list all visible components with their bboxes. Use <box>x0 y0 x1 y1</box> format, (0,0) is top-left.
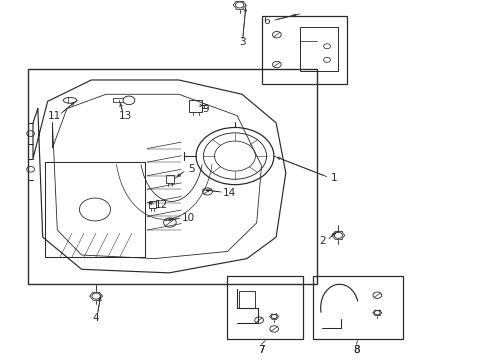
Text: 7: 7 <box>258 345 264 355</box>
Text: 7: 7 <box>258 345 264 355</box>
Text: 3: 3 <box>238 37 245 48</box>
Text: 2: 2 <box>318 236 325 246</box>
Text: 8: 8 <box>352 345 359 355</box>
Text: 9: 9 <box>202 104 208 113</box>
Text: 4: 4 <box>93 312 100 323</box>
Bar <box>227 276 302 339</box>
Bar <box>28 69 317 284</box>
Text: 8: 8 <box>352 345 359 355</box>
Bar <box>165 175 174 183</box>
Text: 14: 14 <box>223 188 236 198</box>
Bar <box>312 276 402 339</box>
Text: 5: 5 <box>187 164 194 174</box>
Bar <box>189 100 202 112</box>
Bar <box>261 16 346 84</box>
Bar <box>299 27 337 71</box>
Text: 1: 1 <box>330 173 337 183</box>
Bar <box>148 201 156 208</box>
Text: 11: 11 <box>48 111 61 121</box>
Text: 6: 6 <box>263 16 269 26</box>
Text: 13: 13 <box>119 111 132 121</box>
Text: 12: 12 <box>155 200 168 210</box>
Bar <box>238 291 255 308</box>
Text: 10: 10 <box>182 212 195 222</box>
Bar <box>45 162 144 257</box>
